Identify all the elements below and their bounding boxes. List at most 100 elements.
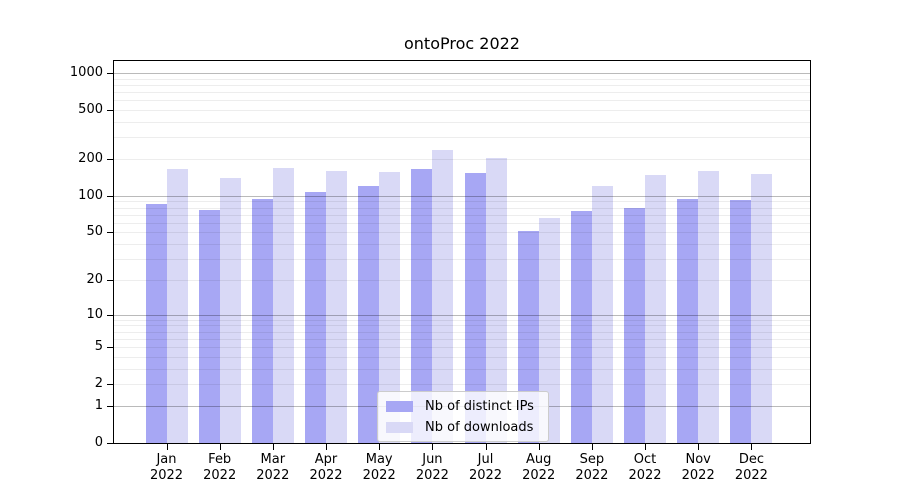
bar-jul-nb-of-distinct-ips [464,172,486,443]
legend-item-distinct-ips: Nb of distinct IPs [386,397,540,415]
gridline-major-1000 [114,73,810,74]
bar-apr-nb-of-downloads [326,170,347,443]
y-tick-1 [107,405,113,407]
y-tick-label-0: 0 [94,435,103,450]
y-tick-500 [107,110,113,112]
gridline-minor-3 [114,368,810,370]
gridline-minor-200 [114,159,810,160]
gridline-minor-4 [114,356,810,358]
gridline-major-100 [114,195,810,197]
gridline-minor-900 [114,78,810,80]
gridline-minor-8 [114,325,810,327]
y-tick-1000 [107,73,113,74]
bar-jun-nb-of-distinct-ips [411,168,433,443]
x-tick-label-nov: Nov 2022 [681,452,715,483]
x-tick-may [379,444,381,450]
x-tick-label-jan: Jan 2022 [149,452,184,483]
plot-area: Nb of distinct IPs Nb of downloads [113,60,811,444]
bar-aug-nb-of-distinct-ips [517,231,539,443]
legend-swatch-distinct-ips [386,400,413,412]
bar-jan-nb-of-distinct-ips [145,203,167,443]
bar-jan-nb-of-downloads [166,169,188,443]
legend-label-downloads: Nb of downloads [425,419,534,435]
gridline-minor-90 [114,201,810,203]
bar-feb-nb-of-distinct-ips [198,209,220,443]
legend-item-downloads: Nb of downloads [386,418,540,436]
x-tick-feb [219,444,221,450]
y-tick-100 [107,195,113,197]
gridline-major-10 [114,314,810,316]
y-tick-label-500: 500 [78,102,103,118]
gridline-minor-2 [114,384,810,386]
x-tick-sep [591,444,593,450]
x-tick-label-mar: Mar 2022 [256,452,290,483]
gridline-minor-9 [114,319,810,321]
bar-aug-nb-of-downloads [538,217,560,443]
y-tick-10 [107,314,113,316]
bar-mar-nb-of-distinct-ips [251,199,273,443]
bar-oct-nb-of-distinct-ips [624,207,646,443]
gridline-minor-50 [114,232,810,234]
legend: Nb of distinct IPs Nb of downloads [377,391,549,442]
y-tick-label-5: 5 [94,339,103,354]
x-tick-nov [698,444,700,450]
gridline-minor-70 [114,214,810,216]
gridline-minor-500 [114,110,810,112]
y-tick-label-200: 200 [78,151,103,166]
y-tick-label-1: 1 [94,397,103,413]
x-tick-jul [485,444,487,450]
x-tick-oct [645,444,646,450]
y-tick-0 [107,443,113,444]
gridline-minor-40 [114,244,810,246]
gridline-minor-700 [114,92,810,94]
x-tick-mar [272,444,274,450]
gridline-minor-800 [114,84,810,86]
x-tick-label-oct: Oct 2022 [628,452,662,483]
gridline-minor-6 [114,338,810,340]
gridline-minor-400 [114,122,810,123]
bar-nov-nb-of-distinct-ips [677,198,699,443]
y-tick-label-100: 100 [78,187,103,203]
x-tick-jun [432,444,434,450]
bar-jun-nb-of-downloads [432,150,454,443]
y-tick-label-10: 10 [86,306,103,322]
chart-title: ontoProc 2022 [404,34,520,53]
y-tick-2 [107,384,113,386]
y-tick-label-20: 20 [86,271,103,287]
x-tick-apr [326,444,327,450]
x-tick-jan [166,444,168,450]
x-tick-label-aug: Aug 2022 [522,452,556,483]
y-tick-5 [107,347,113,348]
y-tick-20 [107,279,113,281]
x-tick-label-jul: Jul 2022 [468,452,503,483]
bar-dec-nb-of-distinct-ips [730,200,752,443]
bar-may-nb-of-downloads [379,171,401,443]
gridline-minor-30 [114,259,810,261]
y-tick-200 [107,159,113,160]
y-tick-label-50: 50 [86,224,103,240]
bar-dec-nb-of-downloads [751,173,773,443]
y-tick-label-1000: 1000 [69,65,103,80]
bar-may-nb-of-distinct-ips [358,185,380,443]
gridline-minor-60 [114,222,810,224]
x-tick-label-sep: Sep 2022 [575,452,609,483]
bar-sep-nb-of-distinct-ips [570,211,592,443]
gridline-minor-20 [114,279,810,281]
bar-apr-nb-of-distinct-ips [305,191,326,443]
x-tick-label-apr: Apr 2022 [309,452,343,483]
bar-feb-nb-of-downloads [219,178,241,443]
gridline-minor-300 [114,137,810,139]
x-tick-label-feb: Feb 2022 [203,452,237,483]
bar-oct-nb-of-downloads [645,175,667,443]
x-tick-label-may: May 2022 [362,452,396,483]
gridline-minor-7 [114,331,810,333]
bar-sep-nb-of-downloads [591,186,613,443]
gridline-minor-5 [114,347,810,348]
legend-label-distinct-ips: Nb of distinct IPs [425,398,534,414]
gridline-minor-600 [114,100,810,102]
x-tick-dec [751,444,753,450]
y-tick-label-2: 2 [94,376,103,392]
legend-swatch-downloads [386,421,413,433]
bar-nov-nb-of-downloads [698,170,720,443]
bar-jul-nb-of-downloads [485,157,507,443]
